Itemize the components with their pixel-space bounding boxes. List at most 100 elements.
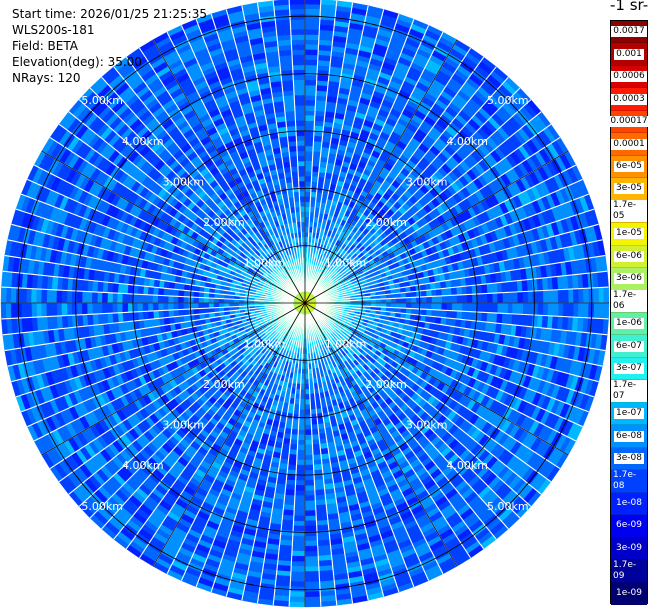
azimuth-line bbox=[304, 302, 569, 456]
ray-gap-line bbox=[241, 5, 304, 292]
ray-gap-line bbox=[312, 311, 509, 530]
ray-gap-line bbox=[113, 311, 299, 540]
ray-gap-line bbox=[225, 313, 303, 597]
ray-gap-line bbox=[288, 314, 305, 607]
colorbar-cell: 1.7e-08 bbox=[611, 469, 647, 493]
ray-gap-line bbox=[313, 111, 542, 297]
range-ring-label: 5.00km bbox=[81, 500, 123, 513]
ray-gap-line bbox=[311, 56, 485, 295]
ray-gap-line bbox=[101, 311, 298, 530]
colorbar-tick-label: 3e-09 bbox=[616, 542, 642, 553]
ray-gap-line bbox=[312, 310, 521, 519]
colorbar-tick-label: 1.7e-09 bbox=[613, 559, 637, 581]
range-ring-label: 5.00km bbox=[81, 94, 123, 107]
colorbar-cell: 1e-06 bbox=[611, 313, 647, 336]
colorbar-cell: 6e-08 bbox=[611, 425, 647, 448]
ray-gap-line bbox=[307, 313, 385, 597]
range-ring-label: 4.00km bbox=[446, 459, 488, 472]
range-ring-label: 5.00km bbox=[487, 94, 529, 107]
ray-gap-line bbox=[307, 13, 400, 293]
colorbar-tick-label: 6e-05 bbox=[614, 160, 644, 172]
colorbar-cell: 1e-09 bbox=[611, 582, 647, 605]
ray-gap-line bbox=[310, 47, 472, 294]
ray-gap-line bbox=[315, 305, 599, 383]
instrument-label: WLS200s-181 bbox=[12, 23, 95, 37]
ray-gap-line bbox=[4, 304, 294, 352]
colorbar-tick-label: 1e-05 bbox=[614, 228, 644, 240]
ray-gap-line bbox=[311, 311, 485, 550]
ray-gap-line bbox=[78, 310, 297, 507]
ray-gap-line bbox=[15, 208, 295, 301]
ray-gap-line bbox=[78, 99, 297, 296]
ray-gap-line bbox=[316, 239, 603, 302]
colorbar-tick-label: 6e-07 bbox=[614, 340, 644, 352]
ray-gap-line bbox=[316, 270, 608, 303]
colorbar-tick-label: 0.0003 bbox=[611, 93, 647, 105]
colorbar-tick-label: 0.0001 bbox=[611, 138, 647, 150]
colorbar-tick-label: 3e-05 bbox=[614, 183, 644, 195]
colorbar-cell: 1.7e-07 bbox=[611, 380, 647, 403]
ray-gap-line bbox=[308, 313, 415, 587]
ray-gap-line bbox=[311, 66, 497, 295]
ray-gap-line bbox=[256, 2, 304, 292]
colorbar-cell: 3e-07 bbox=[611, 357, 647, 381]
range-ring-label: 2.00km bbox=[203, 378, 245, 391]
colorbar-cell: 0.0001 bbox=[611, 133, 647, 156]
ray-gap-line bbox=[225, 9, 303, 293]
ray-gap-line bbox=[316, 303, 608, 336]
ray-gap-line bbox=[307, 9, 385, 293]
colorbar-tick-label: 1.7e-08 bbox=[613, 469, 637, 491]
ray-gap-line bbox=[166, 312, 301, 575]
colorbar-cell: 0.001 bbox=[611, 43, 647, 66]
ray-gap-line bbox=[316, 286, 609, 303]
range-ring-label: 2.00km bbox=[365, 216, 407, 229]
colorbar-cell: 0.0003 bbox=[611, 88, 647, 111]
ray-gap-line bbox=[89, 87, 298, 296]
ray-gap-line bbox=[316, 303, 609, 320]
colorbar-tick-label: 0.0017 bbox=[611, 26, 647, 38]
colorbar-tick-label: 3e-08 bbox=[614, 452, 644, 464]
range-ring-label: 4.00km bbox=[122, 135, 164, 148]
ray-gap-line bbox=[15, 305, 295, 398]
colorbar-tick-label: 1.7e-07 bbox=[611, 380, 647, 403]
range-ring-label: 3.00km bbox=[406, 175, 448, 188]
ray-gap-line bbox=[316, 254, 606, 302]
colorbar-tick-label: 3e-07 bbox=[614, 363, 644, 375]
colorbar-tick-label: 0.001 bbox=[614, 48, 644, 60]
ray-gap-line bbox=[21, 306, 295, 413]
ray-gap-line bbox=[138, 312, 300, 559]
colorbar: 0.0017 0.001 0.0006 0.0003 0.00017 0.0001 6e-0… bbox=[608, 20, 650, 605]
colorbar-cell: 1.7e-05 bbox=[611, 200, 647, 224]
colorbar-cell: 1.7e-09 bbox=[611, 559, 647, 583]
ray-gap-line bbox=[7, 239, 294, 302]
ray-gap-line bbox=[305, 0, 338, 292]
ray-gap-line bbox=[306, 2, 354, 292]
ray-gap-line bbox=[305, 314, 322, 607]
ray-gap-line bbox=[49, 308, 296, 470]
range-ring-label: 3.00km bbox=[163, 175, 205, 188]
ray-gap-line bbox=[27, 178, 295, 299]
colorbar-cell: 1e-08 bbox=[611, 492, 647, 516]
field-label: Field: BETA bbox=[12, 39, 78, 53]
ray-gap-line bbox=[315, 193, 589, 300]
ray-gap-line bbox=[307, 313, 400, 593]
ray-gap-line bbox=[68, 111, 297, 297]
ray-gap-line bbox=[315, 306, 589, 413]
azimuth-line bbox=[304, 150, 569, 304]
ray-gap-line bbox=[313, 123, 552, 297]
colorbar-tick-label: 3e-06 bbox=[614, 273, 644, 285]
ray-gap-line bbox=[315, 223, 599, 301]
ray-gap-line bbox=[316, 304, 603, 367]
ray-gap-line bbox=[308, 19, 415, 293]
ray-gap-line bbox=[210, 13, 303, 293]
colorbar-tick-label: 1e-09 bbox=[616, 587, 642, 598]
ray-gap-line bbox=[315, 178, 583, 299]
ray-gap-line bbox=[315, 208, 595, 301]
ray-gap-line bbox=[306, 314, 369, 601]
colorbar-cell: 0.0017 bbox=[611, 21, 647, 44]
azimuth-lines bbox=[1, 0, 609, 607]
colorbar-tick-label: 1e-06 bbox=[614, 318, 644, 330]
ray-gap-line bbox=[1, 303, 294, 320]
nrays-label: NRays: 120 bbox=[12, 71, 81, 85]
ray-gap-line bbox=[306, 5, 369, 292]
